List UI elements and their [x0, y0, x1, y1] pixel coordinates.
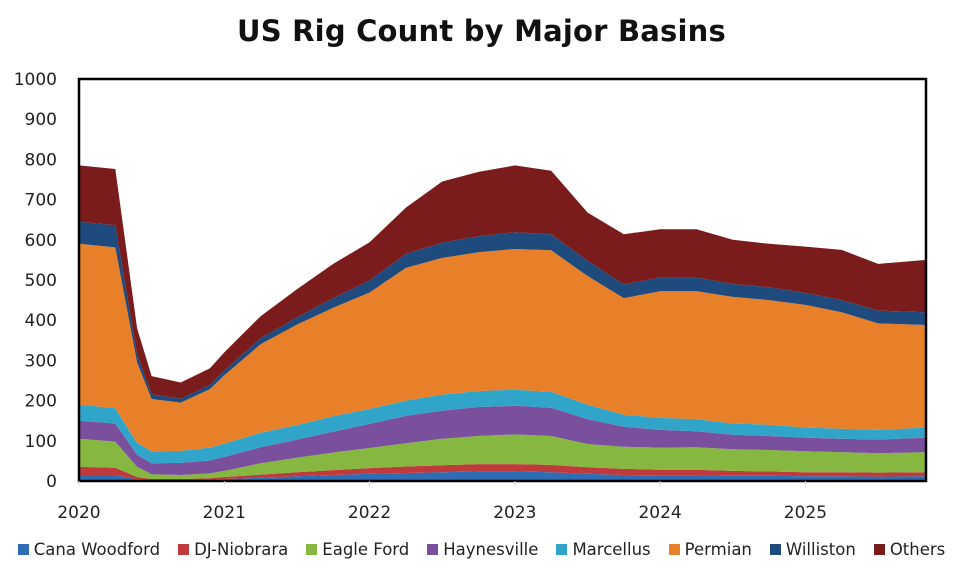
area-cana-woodford	[79, 471, 926, 481]
y-tick-label: 700	[25, 191, 57, 211]
legend: Cana Woodford DJ-Niobrara Eagle Ford Haynes…	[0, 540, 963, 559]
legend-swatch	[178, 544, 190, 555]
area-marcellus	[79, 389, 926, 464]
y-tick-label: 1000	[14, 70, 57, 90]
y-tick-label: 500	[25, 271, 57, 291]
x-tick-label: 2021	[203, 503, 246, 523]
area-permian	[79, 243, 926, 452]
legend-label: Williston	[785, 540, 856, 559]
legend-label: Marcellus	[572, 540, 651, 559]
x-tick-label: 2022	[348, 503, 391, 523]
y-tick-label: 900	[25, 110, 57, 130]
y-tick-label: 400	[25, 311, 57, 331]
y-tick-label: 600	[25, 231, 57, 251]
legend-label: Eagle Ford	[322, 540, 410, 559]
area-eagle-ford	[79, 434, 926, 479]
x-axis: 2020 2021 2022 2023 2024 2025	[57, 481, 827, 523]
plot-frame	[77, 77, 928, 483]
legend-label: Haynesville	[443, 540, 539, 559]
legend-item: Williston	[769, 540, 856, 559]
legend-item: Permian	[668, 540, 752, 559]
y-tick-label: 200	[25, 392, 57, 412]
area-dj-niobrara	[79, 464, 926, 481]
legend-item: Haynesville	[427, 540, 538, 559]
area-others	[79, 165, 926, 399]
y-tick-label: 800	[25, 150, 57, 170]
y-tick-label: 100	[25, 432, 57, 452]
y-tick-label: 300	[25, 351, 57, 371]
y-tick-label: 0	[46, 472, 57, 492]
x-tick-label: 2020	[57, 503, 100, 523]
legend-item: DJ-Niobrara	[178, 540, 288, 559]
legend-item: Marcellus	[556, 540, 651, 559]
area-haynesville	[79, 405, 926, 475]
y-axis: 0 100 200 300 400 500 600 700 800 900 1000	[14, 70, 57, 492]
legend-item: Cana Woodford	[17, 540, 161, 559]
legend-swatch	[556, 544, 568, 555]
legend-swatch	[427, 544, 439, 555]
legend-item: Eagle Ford	[306, 540, 409, 559]
legend-label: Others	[889, 540, 946, 559]
legend-label: DJ-Niobrara	[194, 540, 289, 559]
legend-swatch	[17, 544, 29, 555]
legend-swatch	[306, 544, 318, 555]
legend-swatch	[873, 544, 885, 555]
legend-label: Permian	[684, 540, 752, 559]
x-tick-label: 2024	[638, 503, 681, 523]
series-areas	[79, 165, 926, 481]
legend-item: Others	[873, 540, 946, 559]
x-tick-label: 2025	[784, 503, 827, 523]
legend-swatch	[769, 544, 781, 555]
x-tick-label: 2023	[493, 503, 536, 523]
legend-swatch	[668, 544, 680, 555]
legend-label: Cana Woodford	[33, 540, 161, 559]
chart-title: US Rig Count by Major Basins	[237, 14, 726, 48]
